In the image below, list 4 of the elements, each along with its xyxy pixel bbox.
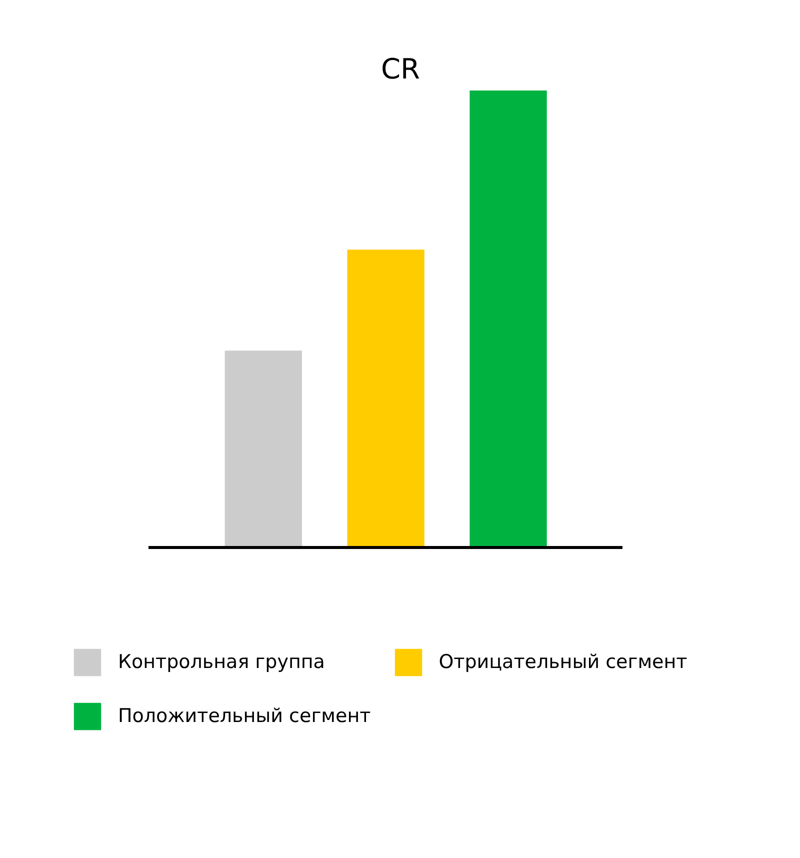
chart-title: CR: [380, 52, 420, 86]
legend-label: Контрольная группа: [118, 651, 325, 673]
legend-label: Отрицательный сегмент: [438, 651, 688, 673]
legend-label: Положительный сегмент: [118, 705, 371, 727]
